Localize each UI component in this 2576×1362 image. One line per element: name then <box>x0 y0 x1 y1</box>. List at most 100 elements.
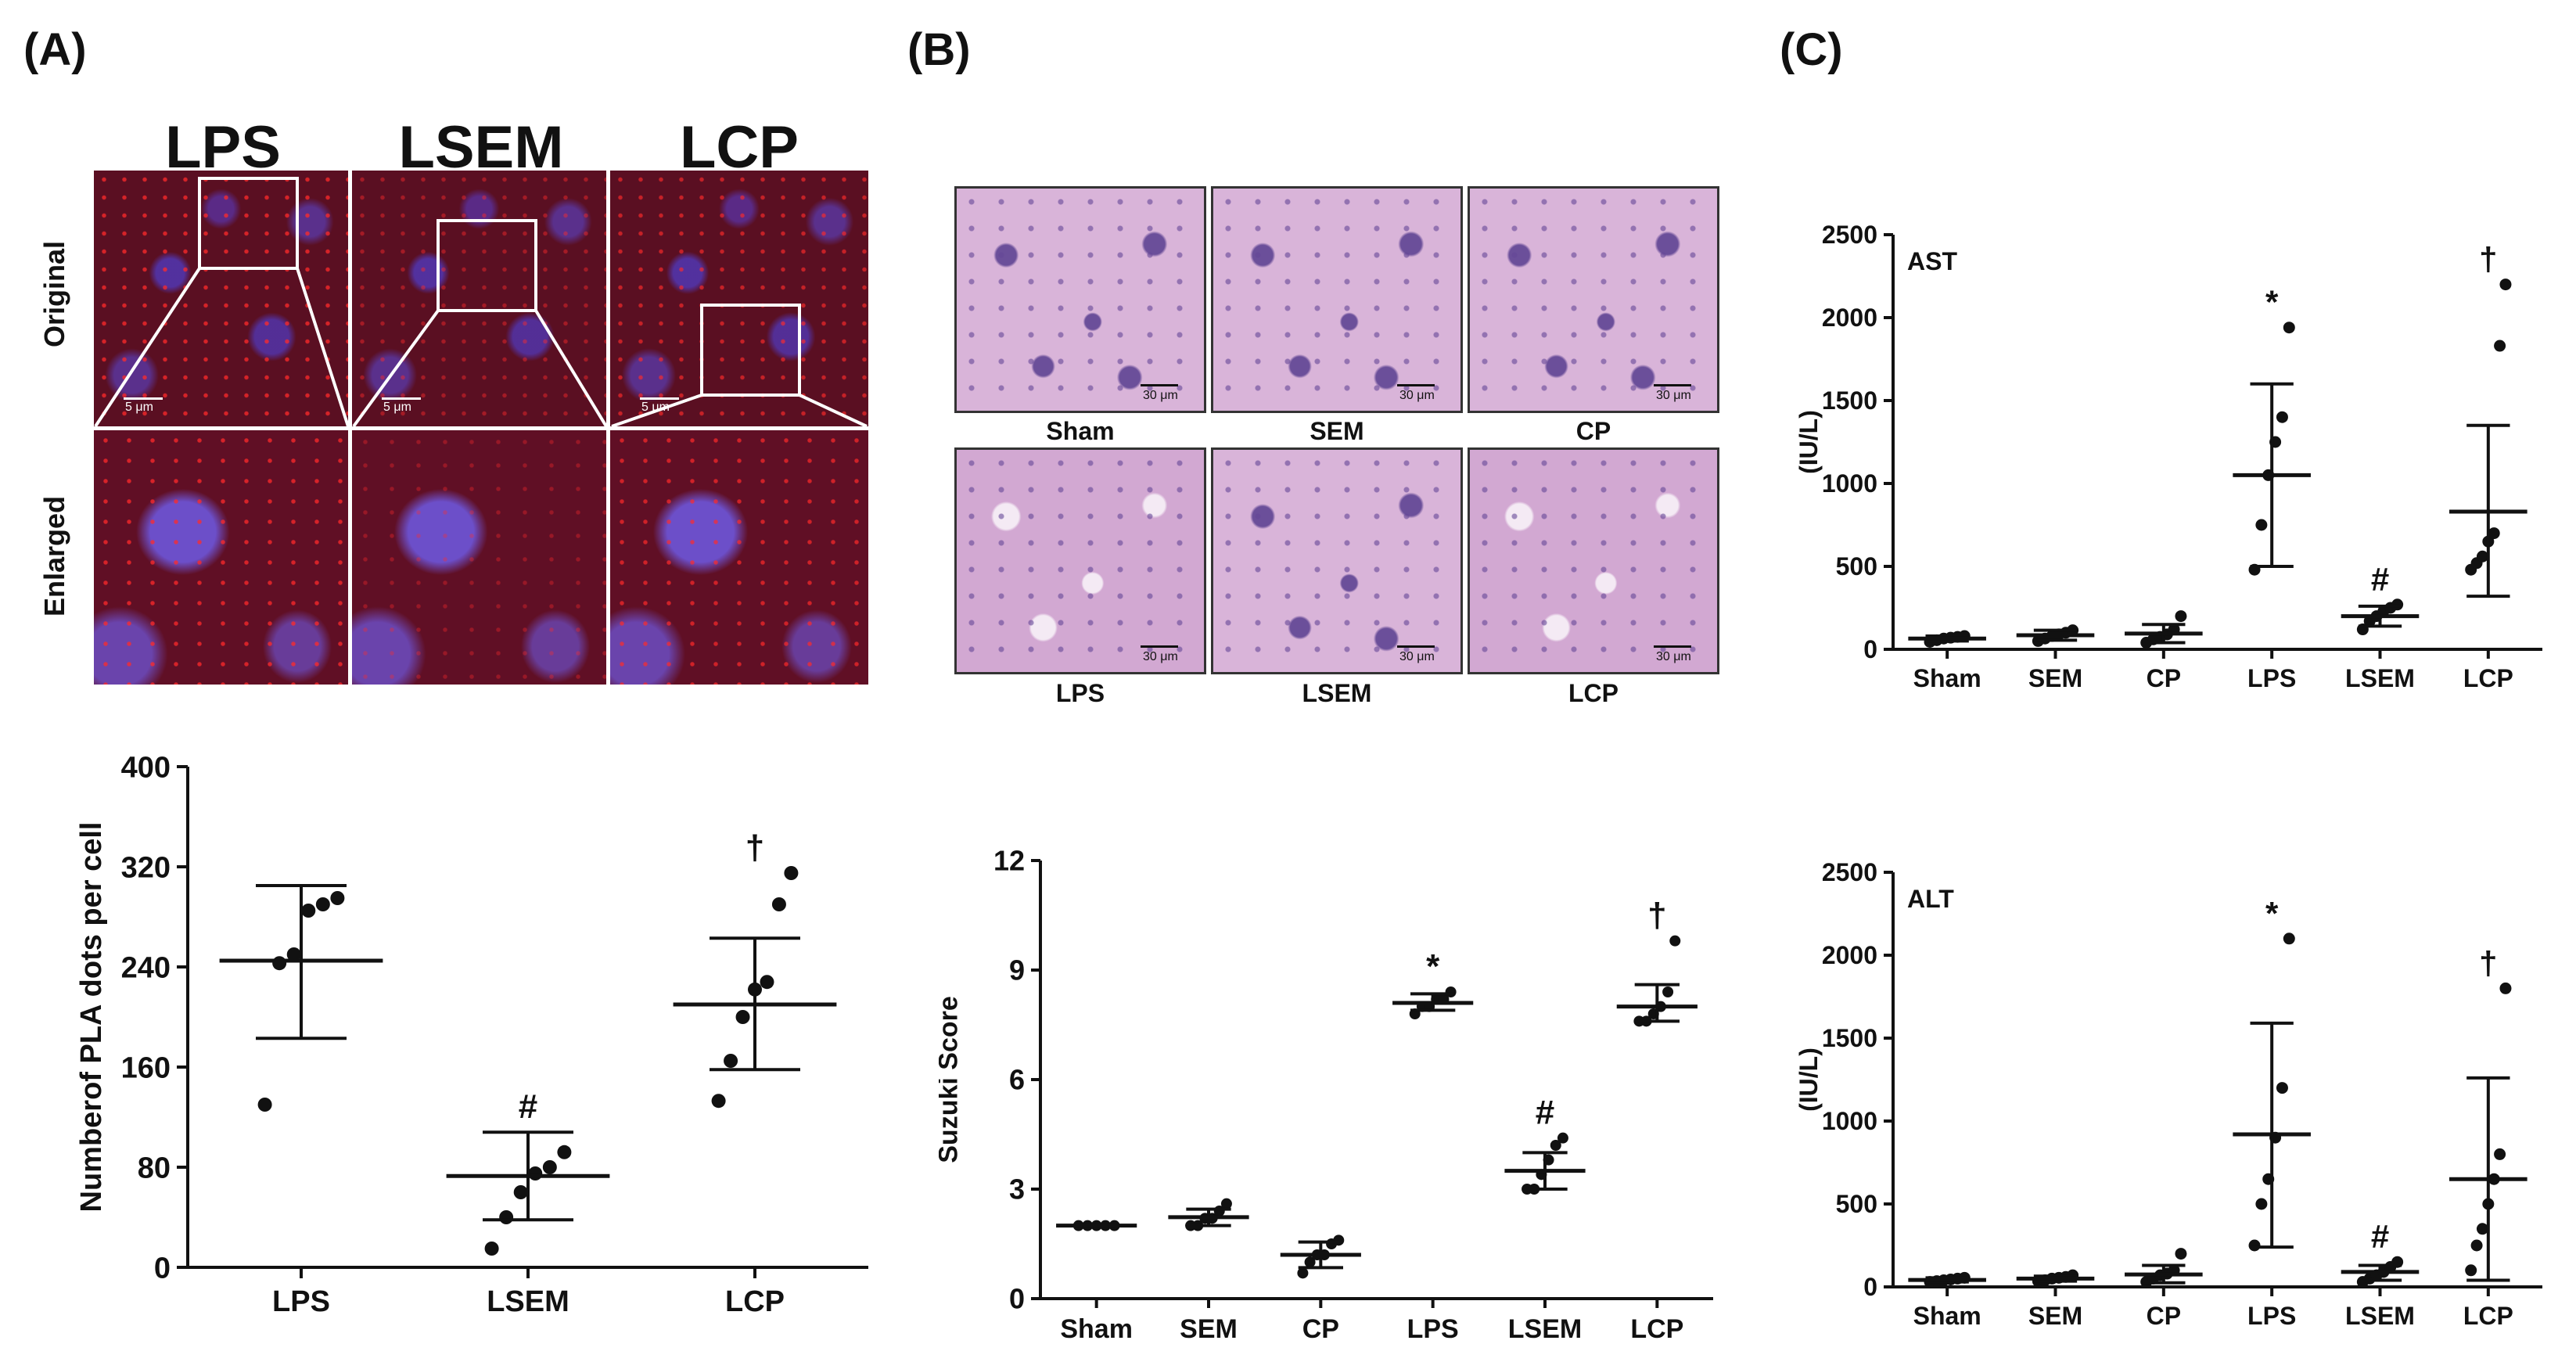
data-point <box>1550 1140 1561 1151</box>
zoom-box-lcp <box>700 304 801 397</box>
y-axis-label: (IU/L) <box>1795 1048 1823 1112</box>
he-micrograph-sem: 30 μm <box>1211 186 1463 413</box>
data-point <box>784 866 799 880</box>
significance-mark: * <box>1426 947 1440 986</box>
data-point <box>735 1010 750 1024</box>
x-tick-label: LCP <box>725 1285 785 1318</box>
significance-mark: † <box>2479 944 2497 981</box>
x-tick-label: LSEM <box>2345 1302 2415 1330</box>
data-point <box>2175 1248 2187 1260</box>
data-point <box>2476 1223 2488 1235</box>
data-point <box>1304 1256 1316 1268</box>
he-micrograph-cp: 30 μm <box>1468 186 1719 413</box>
ast-chart: 0 500 1000 1500 2000 2500 (IU/L) AST Sham SEM CP LP… <box>1795 221 2542 692</box>
scale-label: 5 μm <box>641 401 670 414</box>
chart-title: AST <box>1907 247 1957 275</box>
x-tick-label: LPS <box>272 1285 330 1318</box>
significance-mark: † <box>1647 897 1666 935</box>
data-point <box>1297 1267 1309 1279</box>
he-caption-sham: Sham <box>1046 417 1115 445</box>
y-tick-label: 160 <box>121 1051 171 1084</box>
y-tick-label: 2500 <box>1822 858 1877 886</box>
data-point <box>1557 1132 1568 1144</box>
x-tick-label: CP <box>2147 664 2181 692</box>
y-tick-label: 80 <box>138 1152 171 1184</box>
data-point <box>542 1160 557 1174</box>
data-point <box>315 897 330 911</box>
significance-mark: # <box>2371 561 2389 598</box>
data-point <box>2391 598 2404 611</box>
y-tick-label: 1500 <box>1822 1024 1877 1052</box>
data-point <box>2488 527 2500 540</box>
data-point <box>301 904 316 918</box>
pla-dots-chart: 0 80 160 240 320 400 Numberof PLA dots per cel… <box>75 751 868 1318</box>
significance-mark: # <box>2371 1218 2389 1255</box>
data-point <box>711 1094 726 1109</box>
alt-chart: 0 500 1000 1500 2000 2500 (IU/L) ALT Sham SEM CP LP… <box>1795 858 2542 1330</box>
data-point <box>1220 1198 1232 1209</box>
significance-mark: † <box>745 828 764 867</box>
data-point <box>286 947 301 961</box>
data-point <box>2255 1198 2268 1210</box>
data-point <box>2276 411 2288 423</box>
y-tick-label: 1000 <box>1822 1107 1877 1135</box>
data-point <box>2465 1264 2477 1277</box>
significance-mark: # <box>1536 1094 1554 1132</box>
data-point <box>2476 550 2488 562</box>
data-point <box>513 1185 528 1199</box>
x-tick-label: CP <box>2147 1302 2181 1330</box>
y-tick-label: 0 <box>1009 1283 1025 1315</box>
data-point <box>2248 1239 2261 1252</box>
scale-label: 5 μm <box>383 401 411 414</box>
micrograph-enlarged-lps <box>94 430 348 685</box>
x-tick-label: SEM <box>2028 1302 2082 1330</box>
panel-letter-c: (C) <box>1780 24 1843 75</box>
x-tick-label: LSEM <box>1508 1314 1582 1344</box>
data-point <box>2283 322 2295 334</box>
data-point <box>760 975 774 990</box>
data-point <box>2499 279 2512 291</box>
significance-mark: * <box>2265 895 2279 932</box>
zoom-box-lps <box>198 177 299 270</box>
data-point <box>484 1242 499 1256</box>
micro-title-lps: LPS <box>165 114 281 181</box>
micro-title-lcp: LCP <box>680 114 799 181</box>
he-micrograph-lsem: 30 μm <box>1211 447 1463 674</box>
micrograph-original-lsem: 5 μm <box>352 171 606 426</box>
zoom-box-lsem <box>437 219 537 312</box>
data-point <box>771 897 786 911</box>
x-tick-label: SEM <box>2028 664 2082 692</box>
data-point <box>272 956 287 971</box>
data-point <box>2175 610 2187 623</box>
y-tick-label: 320 <box>121 851 171 884</box>
scale-label: 5 μm <box>125 401 153 414</box>
data-point <box>557 1145 572 1159</box>
he-caption-lsem: LSEM <box>1302 679 1372 707</box>
y-tick-label: 2000 <box>1822 941 1877 969</box>
x-tick-label: SEM <box>1180 1314 1238 1344</box>
he-caption-cp: CP <box>1575 417 1611 445</box>
he-micrograph-lps: 30 μm <box>954 447 1206 674</box>
data-point <box>257 1098 272 1112</box>
y-tick-label: 400 <box>121 751 171 784</box>
x-tick-label: Sham <box>1060 1314 1133 1344</box>
data-point <box>1445 986 1457 997</box>
micrograph-enlarged-lcp <box>610 430 868 685</box>
he-micrograph-sham: 30 μm <box>954 186 1206 413</box>
data-point <box>499 1210 514 1224</box>
y-tick-label: 2500 <box>1822 221 1877 249</box>
he-caption-sem: SEM <box>1310 417 1364 445</box>
x-tick-label: CP <box>1302 1314 1339 1344</box>
y-axis-label: Numberof PLA dots per cell <box>75 822 108 1213</box>
x-tick-label: LSEM <box>487 1285 569 1318</box>
data-point <box>2255 519 2268 531</box>
y-tick-label: 500 <box>1836 552 1877 580</box>
data-point <box>724 1054 738 1068</box>
x-tick-label: LCP <box>2463 1302 2513 1330</box>
x-tick-label: LCP <box>1630 1314 1683 1344</box>
y-tick-label: 0 <box>1863 1273 1877 1301</box>
data-point <box>1669 935 1681 947</box>
y-tick-label: 6 <box>1009 1064 1025 1096</box>
y-tick-label: 1000 <box>1822 469 1877 498</box>
panel-letter-a: (A) <box>23 24 87 75</box>
